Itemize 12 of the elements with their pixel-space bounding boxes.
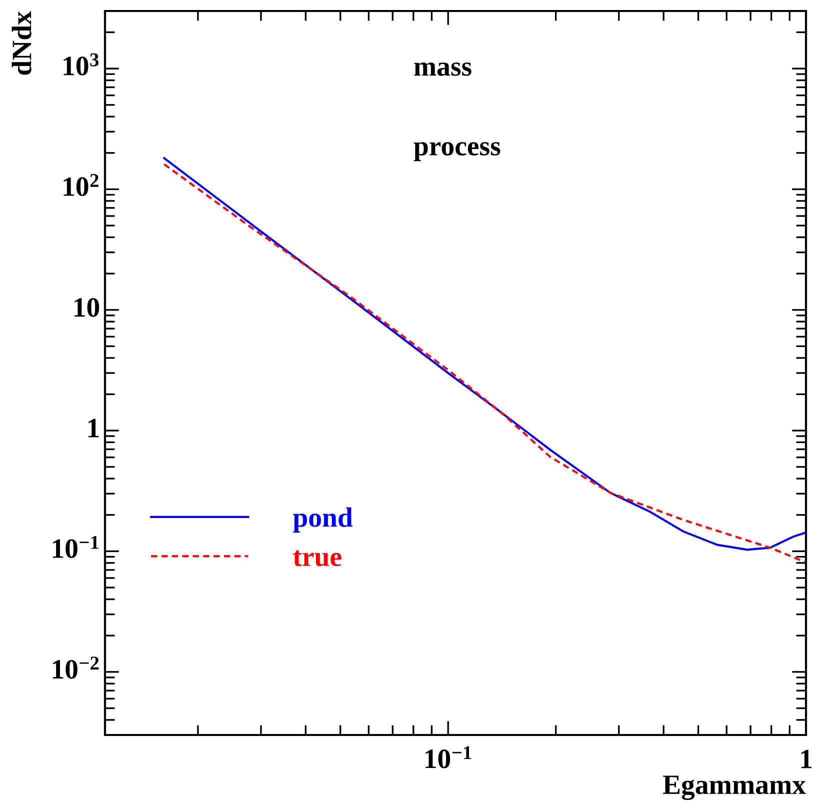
annotation: process	[414, 142, 500, 162]
legend-label: pond	[293, 507, 353, 533]
legend-label: true	[293, 550, 342, 566]
x-axis-title: Egammamx	[662, 776, 806, 800]
y-tick-label: 10$^{3}$	[64, 53, 99, 76]
annotation: mass	[414, 62, 472, 76]
y-axis-title: dNdx	[12, 11, 32, 75]
y-tick-label: 1	[88, 418, 99, 438]
y-tick-label: 10$^{2}$	[64, 174, 98, 196]
y-tick-label: 10$^{−1}$	[52, 536, 98, 558]
y-tick-label: 10	[74, 298, 100, 317]
y-tick-label: 10$^{−2}$	[52, 656, 99, 679]
